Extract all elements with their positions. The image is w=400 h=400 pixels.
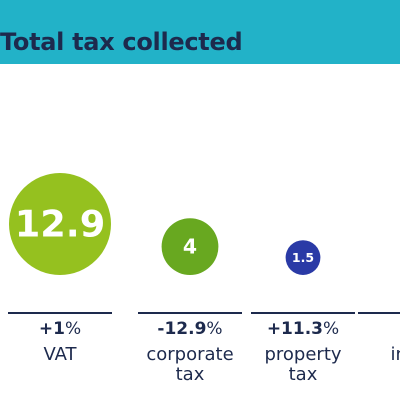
category-label: corporate bbox=[146, 344, 233, 365]
bubble-value-label: 4 bbox=[183, 235, 197, 259]
header-band bbox=[0, 0, 400, 64]
category-label: tax bbox=[289, 364, 318, 385]
change-value: -12.9 bbox=[157, 319, 206, 339]
page-title: Total tax collected bbox=[0, 28, 243, 56]
change-unit: % bbox=[206, 319, 222, 339]
category-label: inhe bbox=[391, 344, 400, 365]
change-value: +11.3 bbox=[267, 319, 323, 339]
change-label: +1% bbox=[39, 319, 81, 339]
bubble bbox=[8, 172, 112, 275]
change-unit: % bbox=[65, 319, 81, 339]
change-label: +11.3% bbox=[267, 319, 339, 339]
bubble-value-label: 12.9 bbox=[15, 202, 106, 245]
bubble bbox=[161, 218, 219, 275]
bubble-value-label: 1.5 bbox=[292, 250, 314, 265]
category-label: VAT bbox=[43, 344, 77, 365]
change-label: -12.9% bbox=[157, 319, 222, 339]
category-label: property bbox=[264, 344, 341, 365]
change-unit: % bbox=[323, 319, 339, 339]
change-value: +1 bbox=[39, 319, 65, 339]
category-label: tax bbox=[176, 364, 205, 385]
bubble bbox=[285, 240, 321, 275]
